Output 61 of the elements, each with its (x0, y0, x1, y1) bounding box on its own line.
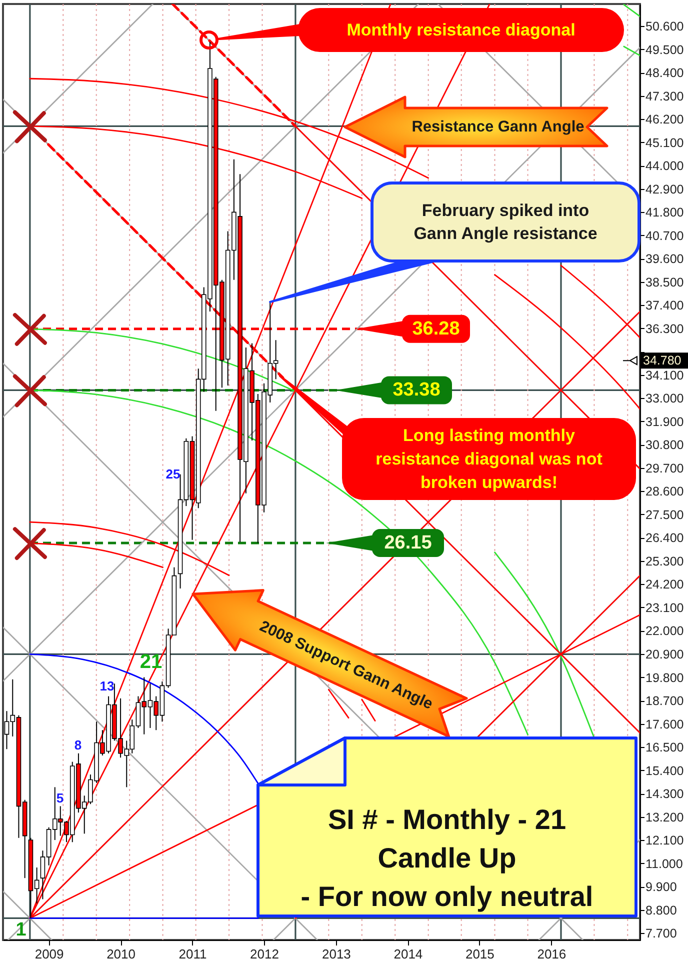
y-tick-label: 45.100 (646, 136, 684, 150)
y-tick-label: 47.300 (646, 89, 684, 104)
y-tick-label: 15.400 (646, 764, 684, 778)
y-tick-label: 24.200 (646, 578, 684, 592)
y-tick-label: 25.300 (646, 554, 684, 568)
y-tick-label: 17.600 (646, 717, 684, 732)
y-tick-label: 16.500 (646, 740, 684, 755)
y-tick-label: 22.000 (646, 624, 684, 638)
ref-line-label: 36.28 (412, 318, 460, 340)
y-tick-label: 41.800 (646, 206, 684, 220)
y-tick-label: 28.600 (646, 484, 684, 499)
y-tick-label: 18.700 (646, 694, 684, 708)
x-tick-label: 2011 (178, 946, 207, 962)
y-tick-label: 33.000 (646, 392, 684, 406)
y-tick-label: 7.700 (646, 926, 677, 941)
x-tick-label: 2010 (106, 946, 136, 962)
y-tick-label: 14.300 (646, 787, 684, 802)
y-tick-label: 38.500 (646, 275, 684, 290)
y-tick-label: 20.900 (646, 648, 684, 662)
y-tick-label: 46.200 (646, 112, 684, 127)
x-tick-label: 2015 (465, 946, 494, 962)
x-tick-label: 2009 (34, 946, 64, 962)
y-tick-label: 36.300 (646, 322, 684, 336)
y-tick-label: 19.800 (646, 670, 684, 685)
annotation: 13 (100, 678, 114, 694)
y-tick-label: 37.400 (646, 298, 684, 313)
y-tick-label: 44.000 (646, 159, 684, 174)
y-tick-label: 50.600 (646, 20, 684, 34)
x-tick-label: 2014 (394, 946, 423, 962)
y-tick-label: 40.700 (646, 228, 684, 243)
y-tick-label: 13.200 (646, 810, 684, 824)
y-tick-label: 30.800 (646, 438, 684, 452)
annotation: February spiked into Gann Angle resistance (414, 200, 598, 244)
y-tick-label: 8.800 (646, 903, 677, 918)
y-tick-label: 48.400 (646, 66, 684, 80)
y-tick-label: 29.700 (646, 461, 684, 476)
annotation: 1 (16, 920, 27, 940)
x-tick-label: 2013 (322, 946, 351, 962)
annotation: Monthly resistance diagonal (346, 20, 576, 40)
annotation: 8 (74, 738, 82, 752)
ref-line-label: 33.38 (392, 380, 440, 401)
y-tick-label: 11.000 (646, 856, 683, 871)
y-tick-label: 12.100 (646, 834, 684, 848)
y-tick-label: 31.900 (646, 414, 684, 429)
y-tick-label: 49.500 (646, 42, 684, 57)
x-tick-label: 2016 (537, 946, 566, 962)
y-tick-label: 42.900 (646, 182, 684, 196)
annotation: Resistance Gann Angle (412, 118, 585, 136)
text: 34.780 (643, 354, 682, 368)
x-tick-label: 2012 (250, 946, 279, 962)
y-tick-label: 27.500 (646, 508, 684, 522)
ref-line-label: 26.15 (384, 532, 432, 554)
annotation: 25 (166, 466, 180, 482)
annotation: 5 (56, 790, 64, 806)
annotation: Long lasting monthly resistance diagonal was not broken upwards! (376, 426, 603, 492)
y-tick-label: 23.100 (646, 600, 684, 615)
y-tick-label: 26.400 (646, 531, 684, 546)
y-tick-label: 39.600 (646, 252, 684, 266)
text: SI # - Monthly - 21 Candle Up - For now only neutral (300, 804, 594, 912)
y-tick-label: 34.100 (646, 368, 684, 382)
y-tick-label: 9.900 (646, 880, 677, 894)
